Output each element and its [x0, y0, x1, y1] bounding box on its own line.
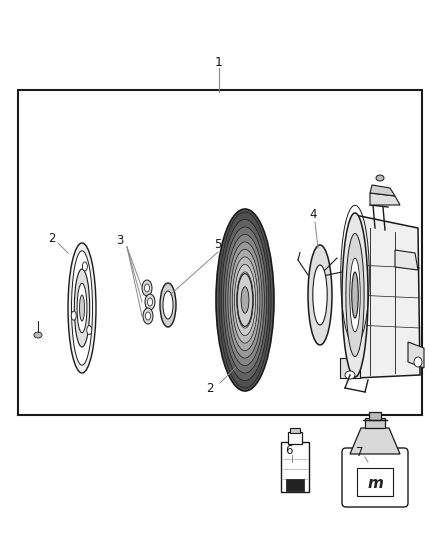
- Polygon shape: [370, 185, 395, 196]
- Bar: [286, 479, 304, 491]
- Ellipse shape: [308, 245, 332, 345]
- Text: 6: 6: [285, 443, 293, 456]
- Ellipse shape: [221, 220, 269, 381]
- Text: 2: 2: [48, 231, 56, 245]
- Ellipse shape: [34, 332, 42, 338]
- Ellipse shape: [414, 357, 422, 367]
- Ellipse shape: [71, 251, 92, 365]
- Ellipse shape: [148, 298, 152, 306]
- Text: 7: 7: [356, 446, 364, 458]
- Ellipse shape: [232, 257, 258, 343]
- Ellipse shape: [145, 312, 151, 320]
- Ellipse shape: [237, 273, 253, 326]
- Ellipse shape: [223, 227, 267, 373]
- Polygon shape: [355, 215, 420, 378]
- Ellipse shape: [145, 284, 149, 292]
- Ellipse shape: [376, 175, 384, 181]
- Ellipse shape: [163, 291, 173, 319]
- Bar: [365, 418, 385, 428]
- Bar: [281, 442, 309, 492]
- Bar: [369, 412, 381, 420]
- Text: 1: 1: [215, 55, 223, 69]
- Ellipse shape: [241, 287, 249, 313]
- Polygon shape: [395, 250, 418, 270]
- Ellipse shape: [313, 265, 327, 325]
- Text: 4: 4: [309, 208, 317, 222]
- Polygon shape: [370, 193, 400, 205]
- Polygon shape: [340, 358, 360, 378]
- Ellipse shape: [230, 249, 260, 351]
- Bar: [288, 432, 302, 444]
- Bar: [290, 428, 300, 433]
- Ellipse shape: [216, 209, 274, 391]
- Ellipse shape: [226, 235, 265, 366]
- Ellipse shape: [346, 233, 364, 357]
- Ellipse shape: [142, 280, 152, 296]
- Ellipse shape: [345, 371, 355, 379]
- Ellipse shape: [352, 272, 358, 318]
- Text: 3: 3: [117, 233, 124, 246]
- Text: m: m: [367, 477, 383, 491]
- Ellipse shape: [160, 283, 176, 327]
- Ellipse shape: [71, 311, 76, 320]
- Bar: [18, 90, 422, 415]
- Ellipse shape: [145, 294, 155, 310]
- Ellipse shape: [228, 242, 262, 358]
- FancyBboxPatch shape: [342, 448, 408, 507]
- Ellipse shape: [143, 308, 153, 324]
- Ellipse shape: [234, 264, 255, 336]
- Text: 2: 2: [206, 382, 214, 394]
- Ellipse shape: [82, 262, 87, 271]
- Ellipse shape: [77, 284, 87, 333]
- Polygon shape: [408, 342, 424, 368]
- Polygon shape: [350, 428, 400, 454]
- Ellipse shape: [87, 326, 92, 335]
- Ellipse shape: [219, 212, 271, 388]
- Ellipse shape: [342, 213, 368, 377]
- Ellipse shape: [68, 243, 96, 373]
- Bar: [357, 468, 393, 496]
- Ellipse shape: [79, 295, 85, 321]
- Ellipse shape: [350, 258, 360, 332]
- Ellipse shape: [74, 269, 90, 347]
- Text: 5: 5: [214, 238, 222, 252]
- Ellipse shape: [237, 272, 253, 328]
